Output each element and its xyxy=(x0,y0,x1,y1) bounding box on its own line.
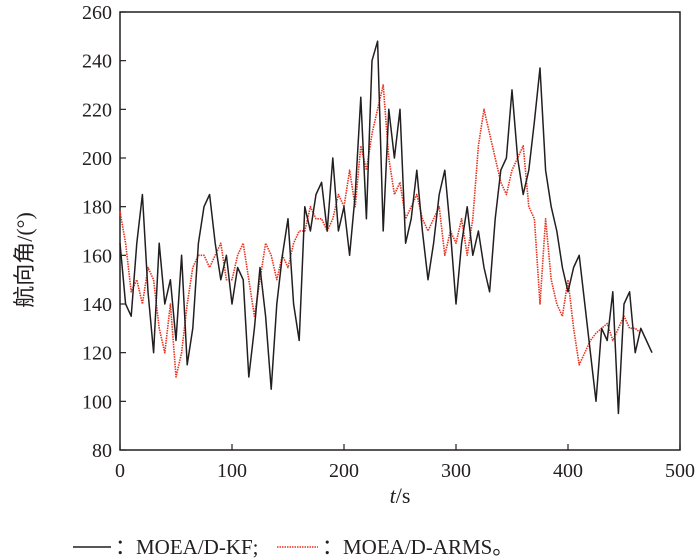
y-tick-label: 180 xyxy=(82,197,112,219)
x-axis-unit: /s xyxy=(396,483,411,508)
y-tick-label: 160 xyxy=(82,245,112,267)
y-tick-label: 200 xyxy=(82,148,112,170)
y-tick-label: 240 xyxy=(82,51,112,73)
legend: ：MOEA/D-KF; ：MOEA/D-ARMS。 xyxy=(73,535,513,559)
x-tick-label: 500 xyxy=(665,460,695,482)
y-tick-label: 260 xyxy=(82,2,112,24)
x-tick-label: 300 xyxy=(441,460,471,482)
plot-frame xyxy=(119,11,681,451)
x-tick-label: 400 xyxy=(553,460,583,482)
x-axis-variable: t xyxy=(390,483,397,508)
series-line-moea-d-kf xyxy=(119,40,653,415)
legend-label-kf: ：MOEA/D-KF; xyxy=(115,535,259,559)
x-tick-label: 200 xyxy=(329,460,359,482)
y-tick-label: 220 xyxy=(82,99,112,121)
y-tick-label: 100 xyxy=(82,391,112,413)
x-tick-label: 100 xyxy=(217,460,247,482)
legend-label-arms: ：MOEA/D-ARMS。 xyxy=(322,535,513,559)
y-tick-label: 120 xyxy=(82,343,112,365)
axis-ticks: 0 100 200 300 400 500 80 100 120 140 160 180 200 220 2… xyxy=(82,2,695,482)
y-tick-label: 80 xyxy=(92,440,112,462)
series-line-moea-d-arms xyxy=(119,84,642,378)
plot-border xyxy=(119,11,681,451)
y-tick-label: 140 xyxy=(82,294,112,316)
series-layer xyxy=(119,40,653,415)
x-tick-label: 0 xyxy=(115,460,125,482)
y-axis-title: 航向角/(°) xyxy=(12,212,37,308)
x-axis-title: t/s xyxy=(390,483,411,508)
